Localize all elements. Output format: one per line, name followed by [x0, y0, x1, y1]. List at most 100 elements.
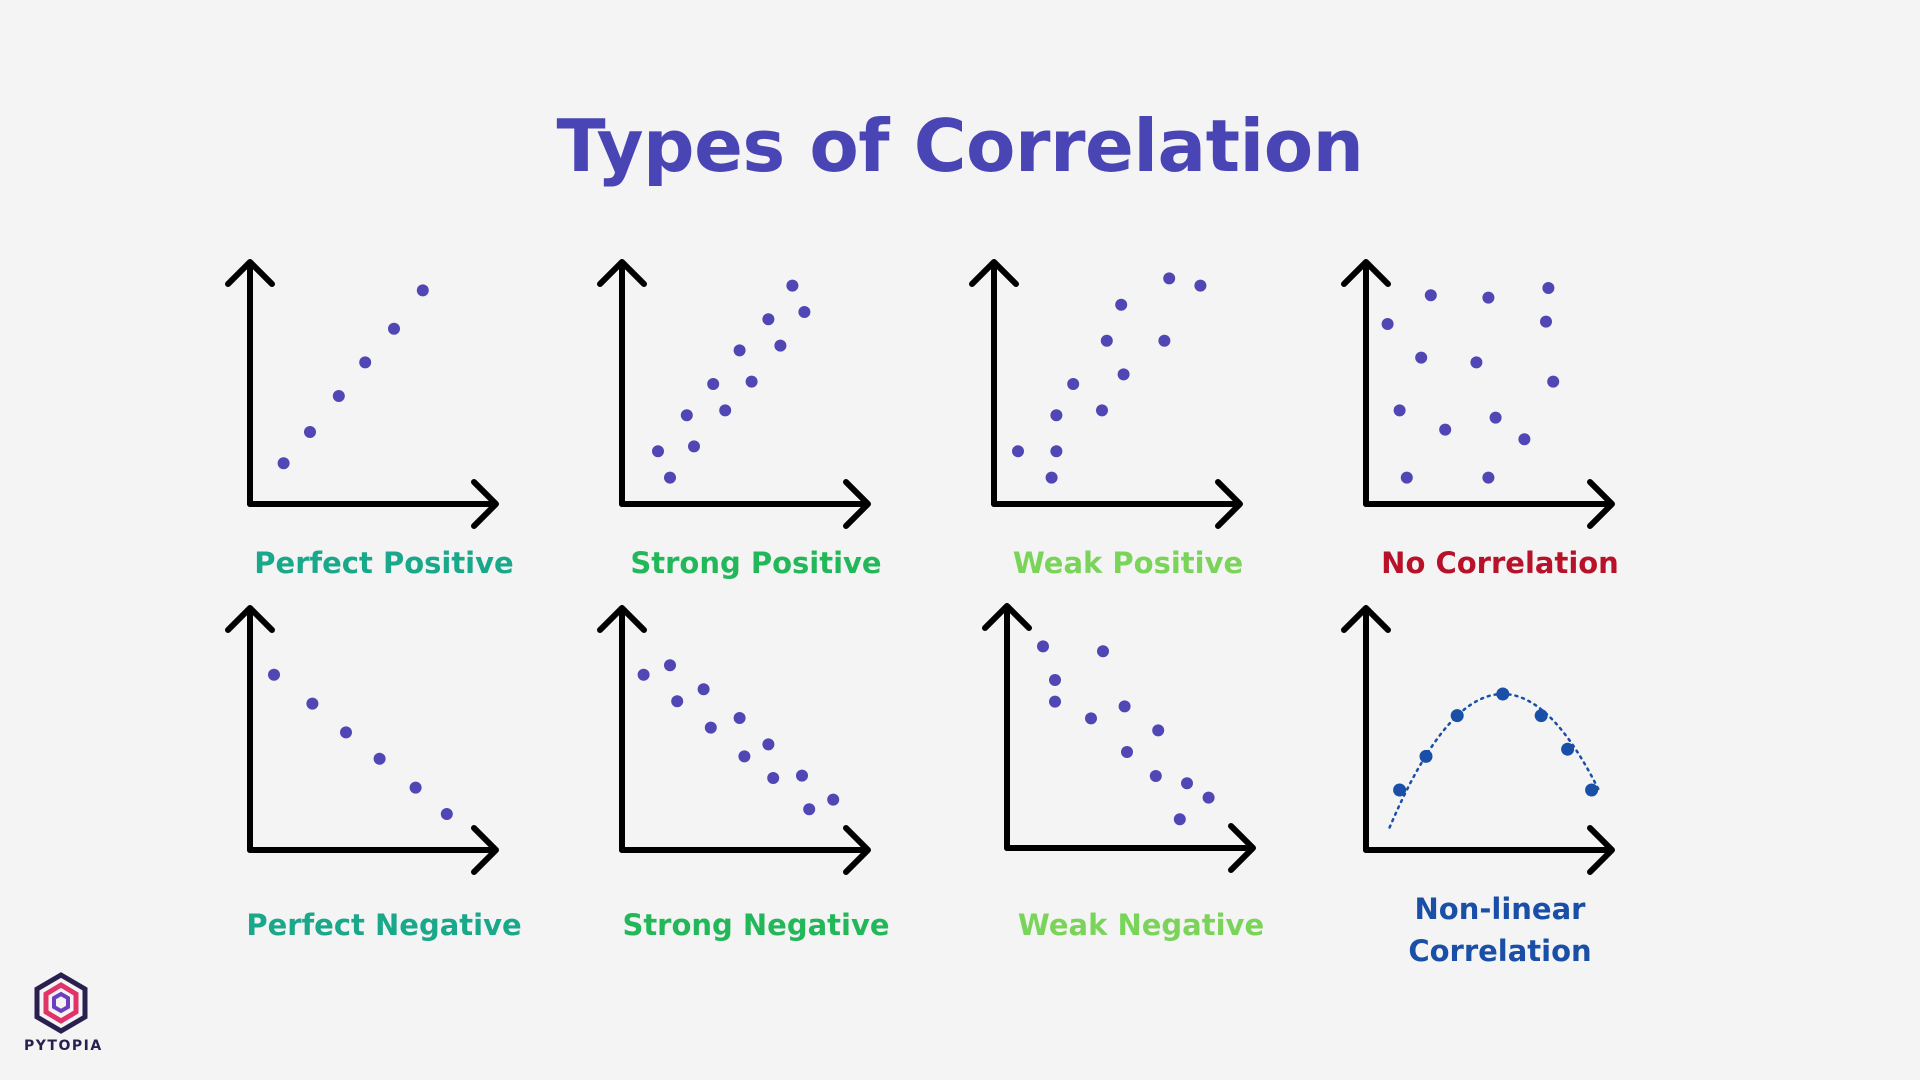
- data-point: [738, 750, 751, 763]
- chart-svg: [1341, 259, 1615, 529]
- data-point: [1482, 291, 1495, 304]
- x-axis-arrow: [1004, 823, 1256, 873]
- pytopia-hexagon-logo: [34, 972, 88, 1034]
- axes: [1341, 605, 1615, 875]
- data-point: [803, 803, 816, 816]
- data-point: [340, 726, 352, 739]
- data-point: [1115, 298, 1128, 311]
- data-point: [688, 440, 700, 453]
- data-point: [1012, 445, 1024, 458]
- y-axis-arrow: [225, 259, 275, 507]
- data-point: [1496, 687, 1510, 701]
- chart-svg: [225, 605, 499, 875]
- data-point: [786, 279, 799, 292]
- data-point: [1547, 375, 1560, 388]
- data-point: [671, 695, 684, 708]
- data-point: [767, 772, 780, 784]
- data-point: [1439, 423, 1452, 436]
- data-point: [277, 457, 290, 470]
- data-point: [1561, 742, 1575, 756]
- data-point: [306, 697, 319, 710]
- axes: [225, 259, 499, 529]
- chart-svg: [597, 605, 871, 875]
- data-point: [1202, 791, 1215, 804]
- logo-text: PYTOPIA: [24, 1038, 103, 1054]
- data-point: [1482, 471, 1495, 484]
- data-point: [1049, 695, 1061, 708]
- data-point: [1470, 356, 1483, 369]
- data-point: [762, 313, 775, 326]
- x-axis-arrow: [619, 825, 871, 875]
- data-point: [827, 793, 840, 806]
- data-point: [1085, 712, 1097, 725]
- y-axis-arrow: [969, 259, 1019, 507]
- y-axis-arrow: [597, 259, 647, 507]
- data-point: [304, 426, 316, 438]
- x-axis-arrow: [247, 479, 499, 529]
- data-point: [1585, 783, 1599, 797]
- chart-label: Weak Negative: [1017, 908, 1265, 942]
- chart-panel: [971, 596, 1311, 916]
- data-point: [798, 306, 811, 318]
- data-point: [1152, 724, 1165, 737]
- chart-label: Weak Positive: [1012, 546, 1244, 580]
- data-point: [637, 668, 650, 681]
- chart-panel: [214, 252, 554, 572]
- data-point: [416, 284, 429, 297]
- data-point: [1415, 351, 1428, 364]
- axes: [1341, 259, 1615, 529]
- chart-label: Strong Positive: [630, 546, 882, 580]
- data-point: [1194, 279, 1207, 292]
- axes: [969, 259, 1243, 529]
- data-point: [1067, 378, 1080, 390]
- chart-panel: [586, 598, 926, 918]
- y-axis-arrow: [597, 605, 647, 853]
- data-point: [1097, 645, 1109, 658]
- data-point: [707, 378, 720, 390]
- chart-label: Perfect Positive: [254, 546, 514, 580]
- chart-panel: [586, 252, 926, 572]
- chart-svg: [1341, 605, 1615, 875]
- chart-svg: [225, 259, 499, 529]
- x-axis-arrow: [1363, 825, 1615, 875]
- data-point: [359, 356, 372, 369]
- x-axis-arrow: [619, 479, 871, 529]
- data-point: [1118, 700, 1131, 713]
- x-axis-arrow: [991, 479, 1243, 529]
- data-point: [652, 445, 664, 458]
- data-point: [1542, 282, 1555, 294]
- data-point: [1163, 272, 1176, 285]
- data-point: [373, 752, 386, 765]
- data-point: [1096, 404, 1108, 417]
- y-axis-arrow: [1341, 259, 1391, 507]
- data-point: [745, 375, 758, 388]
- chart-panel: [958, 252, 1298, 572]
- data-point: [1489, 411, 1502, 424]
- chart-panel: [1330, 598, 1670, 918]
- y-axis-arrow: [1341, 605, 1391, 853]
- axes: [597, 605, 871, 875]
- data-point: [1149, 770, 1162, 782]
- chart-label: No Correlation: [1381, 546, 1619, 580]
- page-title: Types of Correlation: [556, 104, 1364, 188]
- data-point: [733, 712, 746, 724]
- y-axis-arrow: [982, 603, 1032, 851]
- data-point: [1534, 709, 1548, 723]
- pytopia-logo: PYTOPIA: [24, 972, 103, 1062]
- data-point: [664, 471, 676, 484]
- axes: [225, 605, 499, 875]
- data-point: [1158, 334, 1171, 347]
- data-point: [1045, 471, 1058, 484]
- data-point: [1540, 315, 1552, 328]
- data-point: [719, 404, 732, 417]
- data-point: [704, 721, 717, 734]
- chart-svg: [969, 259, 1243, 529]
- data-point: [1037, 640, 1049, 653]
- data-point: [680, 409, 693, 422]
- data-point: [1049, 674, 1061, 686]
- data-point: [1518, 433, 1531, 446]
- data-point: [697, 683, 710, 696]
- chart-panel: [214, 598, 554, 918]
- axes: [982, 603, 1256, 873]
